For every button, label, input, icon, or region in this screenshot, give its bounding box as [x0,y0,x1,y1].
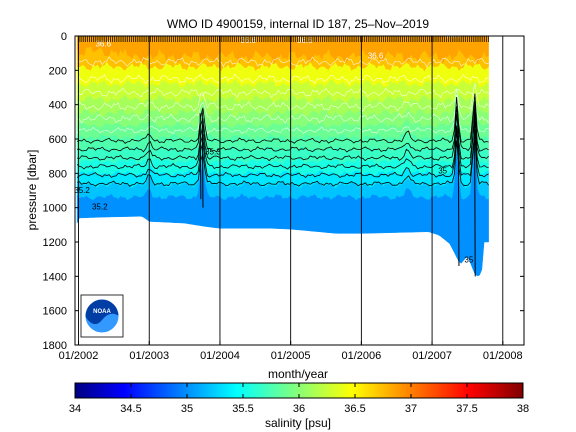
contour-label: 36.6 [95,39,111,48]
contour-line-35.5 [76,110,489,162]
chart-title: WMO ID 4900159, internal ID 187, 25–Nov–… [167,17,429,31]
spike-profile-line [457,125,460,267]
x-axis: 01/2002 01/2003 01/2004 01/2005 01/2006 01/20… [59,341,523,362]
noaa-logo-text: NOAA [93,309,111,315]
y-tick-label: 200 [49,65,67,77]
y-tick-label: 400 [49,100,67,112]
contour-line-35.4 [76,117,489,170]
colorbar-tick-label: 36.5 [344,403,365,415]
salinity-fill [76,36,489,277]
contour-label: 35 [438,166,447,175]
contour-line-35.3 [76,129,489,179]
contour-label: 35 [464,256,473,265]
colorbar-ticks: 34 34.5 35 35.5 36 36.5 37 37.5 38 [69,383,529,415]
y-tick-label: 1800 [43,340,67,352]
x-tick-label: 01/2008 [483,350,523,362]
colorbar: 34 34.5 35 35.5 36 36.5 37 37.5 38 [69,382,529,415]
y-tick-label: 1200 [43,237,67,249]
spike-profile-line [474,108,476,277]
contour-label: 36.6 [368,51,384,60]
colorbar-tick-label: 34.5 [120,403,141,415]
plot-frame [74,35,525,346]
contour-line-upper [76,83,489,112]
contour-line-upper [77,94,489,125]
x-tick-label: 01/2003 [129,350,169,362]
contour-label: 36.6 [446,31,462,40]
colorbar-tick-label: 35.5 [232,403,253,415]
x-tick-label: 01/2002 [59,350,99,362]
contour-line-35.6 [77,101,489,153]
y-tick-label: 600 [49,134,67,146]
x-tick-label: 01/2007 [412,350,452,362]
y-tick-label: 1000 [43,203,67,215]
contour-line-upper [77,87,489,99]
colorbar-tick-label: 38 [517,403,529,415]
y-tick-label: 1400 [43,271,67,283]
contour-label: 35.2 [92,202,108,211]
y-tick-label: 1600 [43,306,67,318]
profile-tick-marks [79,36,489,42]
x-axis-label: month/year [268,367,328,381]
contour-line-35.2 [76,136,489,187]
y-axis-label: pressure [dbar] [25,150,39,231]
y-tick-label: 800 [49,168,67,180]
contour-lines [76,56,489,277]
x-tick-label: 01/2006 [341,350,381,362]
colorbar-tick-label: 34 [69,403,81,415]
x-tick-label: 01/2005 [271,350,311,362]
contour-line-35.7 [76,93,489,144]
spike-profile-line [201,109,204,208]
contour-label: 35.2 [74,186,90,195]
salinity-band-surface [77,36,489,65]
contour-line-upper [76,73,489,85]
spike-profile-line [199,113,202,200]
contour-label: 35.3 [205,147,221,156]
y-axis: 0 200 400 600 800 1000 1200 1400 1600 1800 [43,31,524,352]
colorbar-tick-label: 37 [405,403,417,415]
colorbar-tick-label: 36 [293,403,305,415]
colorbar-tick-label: 35 [181,403,193,415]
salinity-band [76,148,489,277]
y-tick-label: 0 [61,31,67,43]
contour-line-upper [76,102,489,135]
contour-label: 36.6 [240,36,256,45]
contour-line-upper [76,56,489,68]
colorbar-label: salinity [psu] [265,416,331,430]
year-grid-lines [78,36,504,345]
colorbar-tick-label: 37.5 [456,403,477,415]
x-tick-label: 01/2004 [200,350,240,362]
noaa-logo: NOAA [80,294,124,338]
